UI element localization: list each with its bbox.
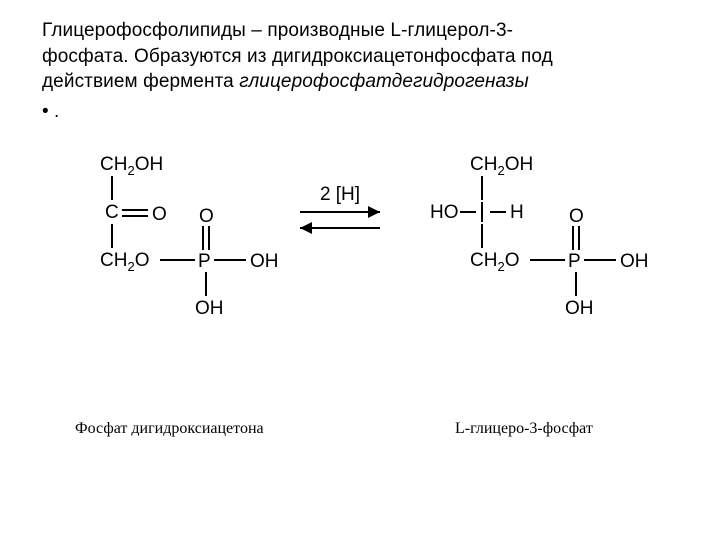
svg-text:P: P [568,251,581,272]
enzyme-name: глицерофосфатдегидрогеназы [239,71,529,92]
svg-text:O: O [199,206,214,227]
svg-text:OH: OH [620,251,649,272]
svg-text:CH2O: CH2O [100,250,149,274]
reaction-diagram: CH2OH C O CH2O P O OH OH [0,140,720,370]
svg-text:O: O [152,204,167,225]
svg-text:OH: OH [250,251,279,272]
svg-text:P: P [198,251,211,272]
bullet-line: . [42,101,678,123]
slide: Глицерофосфолипиды – производные L-глице… [0,0,720,540]
para-line1: Глицерофосфолипиды – производные L-глице… [42,20,513,41]
caption-left: Фосфат дигидроксиацетона [75,420,264,438]
svg-text:H: H [510,202,524,223]
svg-text:C: C [105,202,119,223]
svg-text:CH2OH: CH2OH [470,154,533,178]
bullet-dot: . [54,101,59,122]
reaction-arrows: 2 [H] [300,184,380,234]
arrow-label: 2 [H] [320,184,360,205]
svg-text:CH2OH: CH2OH [100,154,163,178]
svg-text:HO: HO [430,202,459,223]
svg-text:OH: OH [565,298,594,319]
para-line3a: действием фермента [42,71,239,92]
caption-right: L-глицеро-3-фосфат [455,420,593,438]
right-molecule: CH2OH HO H CH2O P O OH [430,154,649,319]
left-molecule: CH2OH C O CH2O P O OH OH [100,154,279,319]
svg-text:OH: OH [195,298,224,319]
svg-text:CH2O: CH2O [470,250,519,274]
para-line2: фосфата. Образуются из дигидроксиацетонф… [42,46,553,67]
svg-text:O: O [569,206,584,227]
title-paragraph: Глицерофосфолипиды – производные L-глице… [42,18,678,95]
